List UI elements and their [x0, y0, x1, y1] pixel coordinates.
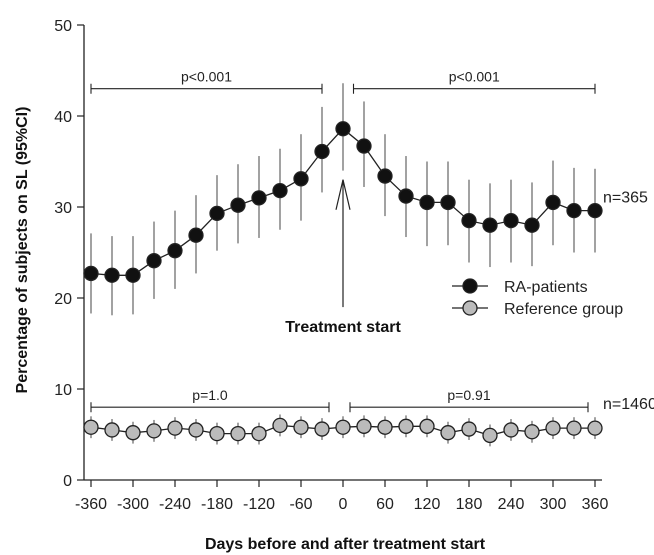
ra-patients-point — [524, 217, 540, 233]
significance-bracket — [90, 402, 330, 413]
legend-label-ra-patients: RA-patients — [504, 279, 588, 296]
reference-group-point — [503, 422, 519, 438]
x-tick-label: -180 — [201, 496, 233, 513]
x-tick-label: 360 — [582, 496, 609, 513]
x-tick-label: -300 — [117, 496, 149, 513]
legend-label-reference-group: Reference group — [504, 301, 623, 318]
ra-patients-point — [293, 171, 309, 187]
ra-patients-point — [545, 194, 561, 211]
reference-group-point — [377, 419, 393, 435]
reference-group-point — [545, 420, 561, 436]
x-tick-label: 180 — [456, 496, 483, 513]
y-axis-title: Percentage of subjects on SL (95%CI) — [14, 107, 31, 394]
reference-group-point — [230, 425, 246, 442]
reference-group-point — [398, 418, 414, 434]
ra-patients-point — [104, 267, 120, 283]
significance-label: p<0.001 — [181, 69, 232, 85]
reference-group-point — [587, 420, 603, 436]
axes: 0 10 20 30 40 50 -360 -300 -240 -180 -120 -60 0 60 120… — [54, 18, 608, 513]
x-tick-label: 120 — [414, 496, 441, 513]
significance-bracket — [349, 402, 589, 413]
y-tick-label: 10 — [54, 382, 72, 399]
reference-group-point — [146, 423, 162, 439]
significance-label: p=0.91 — [447, 387, 490, 403]
reference-group-point — [419, 418, 435, 434]
reference-group-point — [188, 422, 204, 438]
ra-patients-point — [251, 190, 267, 206]
ra-patients-point — [356, 138, 372, 154]
significance-bracket — [90, 83, 323, 94]
reference-group-point — [167, 420, 183, 436]
significance-label: p<0.001 — [449, 69, 500, 85]
reference-group-point — [293, 419, 309, 435]
ra-patients-point — [272, 182, 288, 199]
annotations: n=365 n=1460 p<0.001 p<0.001 p=1.0 p=0.91 Trea… — [90, 69, 654, 413]
reference-group-point — [104, 422, 120, 438]
ra-patients-point — [146, 253, 162, 269]
x-tick-label: -360 — [75, 496, 107, 513]
data-points — [83, 121, 603, 444]
reference-group-point — [125, 425, 141, 441]
x-tick-label: -120 — [243, 496, 275, 513]
ra-patients-point — [398, 188, 414, 204]
y-tick-label: 20 — [54, 291, 72, 308]
ra-patients-point — [335, 121, 351, 137]
arrow-head — [335, 179, 351, 210]
ra-patients-point — [377, 168, 393, 184]
reference-group-point — [335, 419, 351, 435]
legend-marker-reference-group — [462, 300, 478, 316]
reference-group-point — [314, 421, 330, 437]
ra-patients-n-label: n=365 — [603, 190, 648, 207]
reference-group-point — [566, 420, 582, 436]
x-tick-label: -240 — [159, 496, 191, 513]
y-tick-label: 0 — [63, 473, 72, 490]
significance-bracket — [352, 83, 596, 94]
ra-patients-point — [503, 212, 519, 229]
ra-patients-point — [587, 202, 603, 219]
ra-patients-point — [125, 267, 141, 283]
reference-group-point — [440, 425, 456, 441]
ra-patients-point — [419, 194, 435, 211]
reference-group-n-label: n=1460 — [603, 396, 654, 413]
y-tick-label: 30 — [54, 200, 72, 217]
reference-group-point — [209, 425, 225, 442]
reference-group-point — [482, 427, 498, 444]
treatment-start-label: Treatment start — [285, 319, 401, 336]
reference-group-point — [356, 418, 372, 434]
ra-patients-point — [482, 217, 498, 233]
ra-patients-point — [83, 265, 99, 282]
legend: RA-patients Reference group — [452, 278, 623, 318]
x-tick-label: 240 — [498, 496, 525, 513]
significance-label: p=1.0 — [192, 387, 228, 403]
ra-patients-point — [314, 143, 330, 160]
ra-patients-point — [188, 227, 204, 243]
ra-patients-point — [167, 243, 183, 259]
reference-group-point — [272, 417, 288, 434]
x-tick-label: 60 — [376, 496, 394, 513]
x-axis-title: Days before and after treatment start — [205, 536, 486, 553]
reference-group-point — [251, 425, 267, 442]
ra-patients-point — [566, 202, 582, 219]
legend-marker-ra-patients — [462, 278, 478, 294]
reference-group-point — [524, 424, 540, 440]
ra-patients-point — [461, 212, 477, 229]
ra-patients-point — [230, 197, 246, 213]
reference-group-point — [461, 421, 477, 437]
reference-group-point — [83, 419, 99, 435]
y-tick-label: 50 — [54, 18, 72, 35]
x-tick-label: -60 — [289, 496, 312, 513]
ra-patients-point — [440, 194, 456, 211]
x-tick-label: 0 — [339, 496, 348, 513]
y-tick-label: 40 — [54, 109, 72, 126]
x-tick-label: 300 — [540, 496, 567, 513]
ra-patients-point — [209, 205, 225, 222]
